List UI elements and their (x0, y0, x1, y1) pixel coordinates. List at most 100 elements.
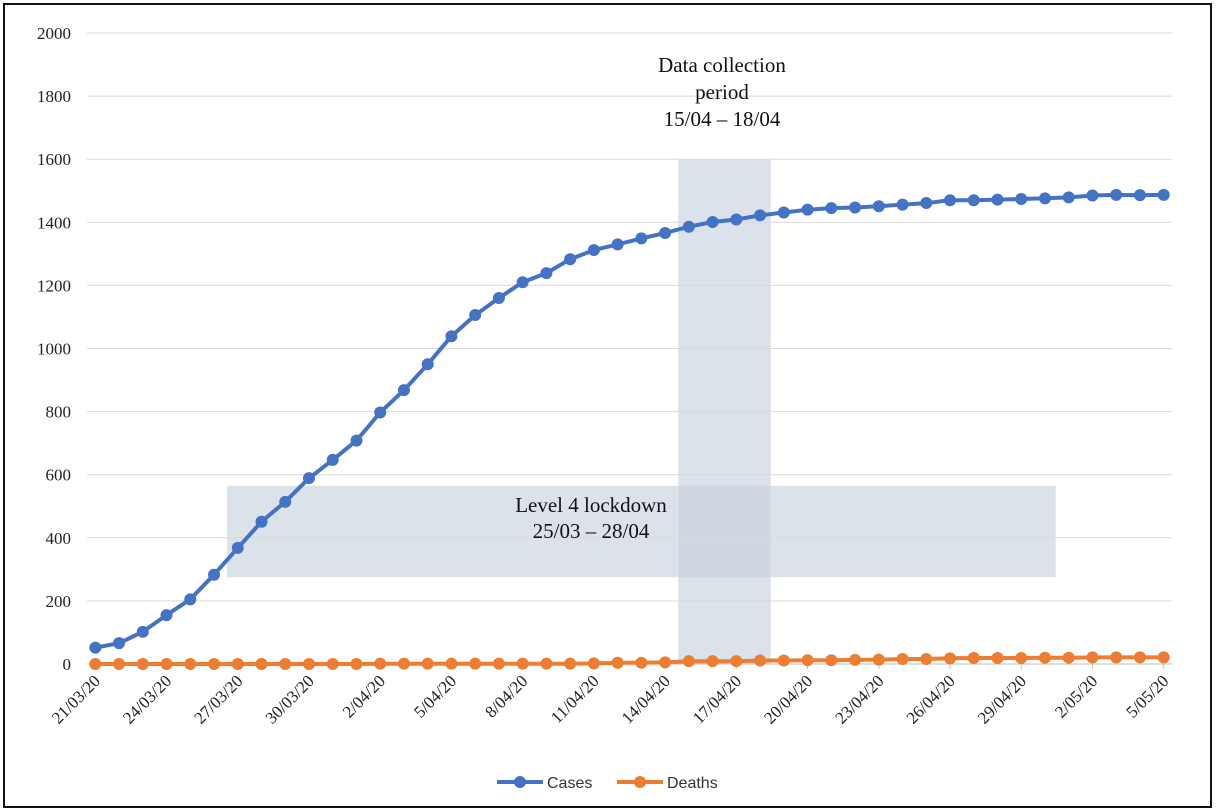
x-tick-label: 20/04/20 (760, 671, 816, 727)
y-tick-label: 600 (46, 466, 72, 485)
x-tick: 5/05/20 (1122, 671, 1172, 721)
cases-point (397, 384, 410, 397)
deaths-point (184, 658, 197, 670)
deaths-point (801, 654, 814, 667)
legend-item-deaths: Deaths (617, 775, 718, 792)
x-tick-label: 21/03/20 (48, 671, 104, 727)
cases-point (136, 625, 149, 638)
cases-point (635, 232, 648, 245)
cases-point (1015, 192, 1028, 205)
series-lines (89, 188, 1170, 670)
cases-point (777, 206, 790, 219)
deaths-point (611, 656, 624, 669)
x-tick-label: 17/04/20 (689, 671, 745, 727)
y-tick-label: 0 (63, 655, 72, 674)
cases-point (1086, 189, 1099, 202)
annotation-text: 25/03 – 28/04 (533, 519, 650, 543)
cases-point (113, 637, 126, 650)
deaths-point (635, 656, 648, 669)
deaths-point (754, 654, 767, 667)
x-tick-label: 30/03/20 (262, 671, 318, 727)
x-tick-label: 23/04/20 (831, 671, 887, 727)
deaths-point (564, 657, 577, 670)
deaths-point (920, 652, 933, 665)
cases-point (1133, 189, 1146, 202)
cases-point (991, 193, 1004, 206)
cases-line (94, 192, 1164, 650)
deaths-point (326, 658, 339, 670)
deaths-point (1110, 651, 1123, 664)
deaths-point (279, 658, 292, 670)
deaths-point (896, 652, 909, 665)
cases-point (1110, 188, 1123, 201)
cases-point (231, 541, 244, 554)
chart-frame (3, 3, 1212, 808)
cases-point (160, 609, 173, 622)
cases-point (89, 641, 102, 654)
x-tick-label: 27/03/20 (190, 671, 246, 727)
x-tick: 29/04/20 (974, 671, 1030, 727)
cases-point (1062, 191, 1075, 204)
deaths-point (136, 658, 149, 670)
deaths-point (1133, 651, 1146, 664)
y-tick-label: 1400 (37, 213, 71, 232)
x-tick-label: 2/05/20 (1051, 671, 1101, 721)
legend-swatch-marker (634, 776, 646, 788)
deaths-point (231, 658, 244, 670)
cases-point (706, 215, 719, 228)
deaths-point (113, 658, 126, 670)
x-axis-ticks: 21/03/20 24/03/20 27/03/20 30/03/20 2/04/20 5… (48, 664, 1173, 728)
cases-point (516, 276, 529, 289)
annotation-bands (227, 159, 1056, 664)
deaths-point (682, 655, 695, 668)
deaths-point (1086, 651, 1099, 664)
x-tick-label: 5/05/20 (1122, 671, 1172, 721)
y-tick-label: 1000 (37, 340, 71, 359)
cases-point (492, 292, 505, 305)
deaths-point (469, 657, 482, 670)
deaths-point (991, 652, 1004, 665)
cases-point (944, 194, 957, 207)
y-tick-label: 2000 (37, 24, 71, 43)
annotation-text: Level 4 lockdown (515, 493, 667, 517)
y-tick-label: 1600 (37, 150, 71, 169)
cases-point (374, 406, 387, 419)
x-tick: 11/04/20 (547, 671, 603, 727)
cases-point (445, 330, 458, 343)
deaths-point (445, 657, 458, 670)
x-tick: 24/03/20 (119, 671, 175, 727)
deaths-line (95, 655, 1164, 666)
series-cases (89, 188, 1170, 654)
deaths-point (421, 657, 434, 670)
cases-point (849, 201, 862, 214)
cases-point (326, 453, 339, 466)
legend-swatch-marker (514, 776, 526, 788)
deaths-point (730, 655, 743, 668)
deaths-point (1015, 652, 1028, 665)
deaths-point (374, 657, 387, 670)
cases-point (255, 515, 268, 528)
y-axis-ticks: 0 200 400 600 800 1000 1200 1400 1600 1800 2000 (37, 24, 71, 674)
cases-point (872, 200, 885, 213)
x-tick-label: 24/03/20 (119, 671, 175, 727)
deaths-point (825, 654, 838, 667)
x-tick: 14/04/20 (618, 671, 674, 727)
deaths-point (706, 655, 719, 668)
cases-point (611, 238, 624, 251)
deaths-point (350, 658, 363, 670)
cases-point (682, 220, 695, 233)
deaths-point (1157, 651, 1170, 664)
deaths-point (659, 656, 672, 669)
deaths-point (587, 657, 600, 670)
cases-point (659, 227, 672, 240)
cases-point (1157, 188, 1170, 201)
deaths-point (255, 658, 268, 670)
x-tick: 27/03/20 (190, 671, 246, 727)
x-tick-label: 11/04/20 (547, 671, 603, 727)
x-tick: 8/04/20 (481, 671, 531, 721)
x-tick-label: 26/04/20 (903, 671, 959, 727)
deaths-point (160, 658, 173, 670)
deaths-point (540, 657, 553, 670)
cases-point (302, 472, 315, 485)
